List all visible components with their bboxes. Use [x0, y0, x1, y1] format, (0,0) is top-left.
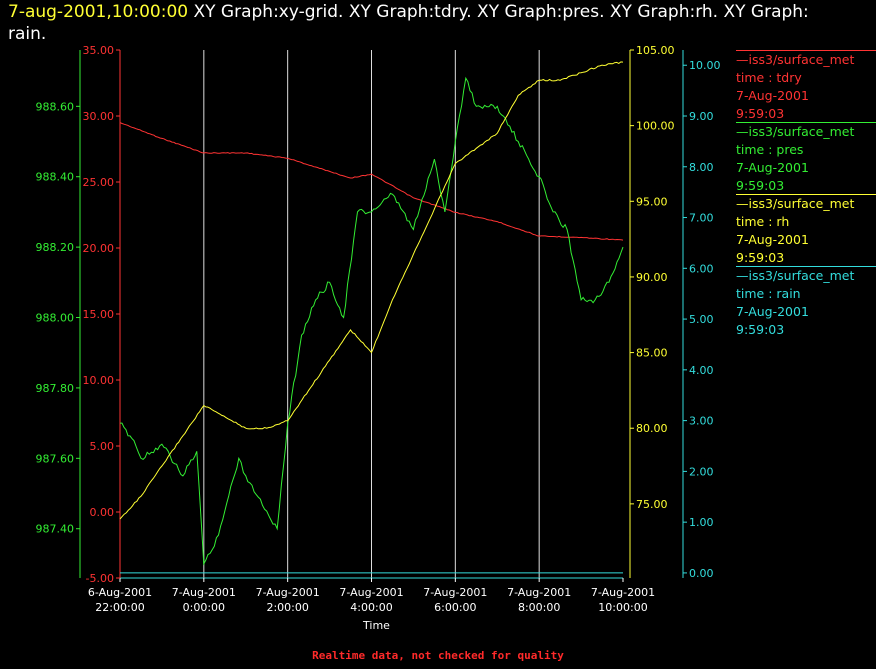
rh-tick-label: 80.00	[636, 422, 668, 435]
x-tick-date: 7-Aug-2001	[256, 586, 320, 599]
graph-title-text: XY Graph:xy-grid. XY Graph:tdry. XY Grap…	[188, 2, 809, 22]
x-tick-date: 7-Aug-2001	[507, 586, 571, 599]
quality-notice: Realtime data, not checked for quality	[312, 649, 564, 662]
x-tick-time: 10:00:00	[598, 601, 647, 614]
rain-tick-label: 8.00	[689, 161, 714, 174]
rain-tick-label: 4.00	[689, 364, 714, 377]
rain-tick-label: 2.00	[689, 465, 714, 478]
legend-line4: 9:59:03	[736, 178, 785, 193]
tdry-tick-label: 25.00	[83, 176, 115, 189]
legend-line3: 7-Aug-2001	[736, 160, 809, 175]
graph-title-line1: 7-aug-2001,10:00:00 XY Graph:xy-grid. XY…	[8, 2, 809, 22]
rain-tick-label: 9.00	[689, 110, 714, 123]
x-tick-time: 8:00:00	[518, 601, 560, 614]
tdry-tick-label: 20.00	[83, 242, 115, 255]
x-tick-time: 0:00:00	[183, 601, 225, 614]
rain-tick-label: 0.00	[689, 567, 714, 580]
x-tick-time: 4:00:00	[350, 601, 392, 614]
pres-tick-label: 988.40	[36, 171, 75, 184]
x-tick-time: 22:00:00	[95, 601, 144, 614]
x-axis-label: Time	[362, 619, 390, 632]
rain-tick-label: 7.00	[689, 212, 714, 225]
tdry-tick-label: 0.00	[90, 506, 115, 519]
rh-tick-label: 105.00	[636, 44, 675, 57]
x-tick-time: 2:00:00	[266, 601, 308, 614]
rh-tick-label: 75.00	[636, 498, 668, 511]
x-tick-date: 7-Aug-2001	[591, 586, 655, 599]
legend-line1: —iss3/surface_met	[736, 196, 855, 211]
rain-tick-label: 10.00	[689, 59, 721, 72]
x-tick-date: 7-Aug-2001	[339, 586, 403, 599]
legend-line2: time : rh	[736, 214, 790, 229]
legend-line1: —iss3/surface_met	[736, 52, 855, 67]
tdry-tick-label: 5.00	[90, 440, 115, 453]
series-tdry-line	[119, 122, 624, 241]
legend-line3: 7-Aug-2001	[736, 232, 809, 247]
graph-timestamp: 7-aug-2001,10:00:00	[8, 2, 189, 22]
legend-line1: —iss3/surface_met	[736, 268, 855, 283]
rh-tick-label: 90.00	[636, 271, 668, 284]
rh-tick-label: 95.00	[636, 195, 668, 208]
rain-tick-label: 5.00	[689, 313, 714, 326]
legend-line4: 9:59:03	[736, 322, 785, 337]
tdry-tick-label: 30.00	[83, 110, 115, 123]
x-tick-time: 6:00:00	[434, 601, 476, 614]
legend-line3: 7-Aug-2001	[736, 88, 809, 103]
tdry-tick-label: -5.00	[86, 572, 114, 585]
pres-tick-label: 988.60	[36, 100, 75, 113]
x-tick-date: 7-Aug-2001	[172, 586, 236, 599]
pres-tick-label: 987.40	[36, 523, 75, 536]
legend-line4: 9:59:03	[736, 250, 785, 265]
pres-tick-label: 987.80	[36, 382, 75, 395]
rain-tick-label: 3.00	[689, 415, 714, 428]
series-pres-line	[120, 76, 624, 566]
legend-separator	[736, 266, 876, 267]
legend-separator	[736, 122, 876, 123]
rh-tick-label: 85.00	[636, 347, 668, 360]
graph-title-line2: rain.	[8, 24, 47, 44]
legend-line4: 9:59:03	[736, 106, 785, 121]
tdry-tick-label: 10.00	[83, 374, 115, 387]
legend-separator	[736, 194, 876, 195]
series-rh-line	[119, 61, 624, 520]
rh-tick-label: 100.00	[636, 120, 675, 133]
pres-tick-label: 988.00	[36, 312, 75, 325]
pres-tick-label: 988.20	[36, 241, 75, 254]
legend-line1: —iss3/surface_met	[736, 124, 855, 139]
legend-line2: time : pres	[736, 142, 804, 157]
tdry-tick-label: 35.00	[83, 44, 115, 57]
rain-tick-label: 6.00	[689, 262, 714, 275]
x-tick-date: 6-Aug-2001	[88, 586, 152, 599]
pres-tick-label: 987.60	[36, 452, 75, 465]
legend-separator	[736, 50, 876, 51]
legend-line3: 7-Aug-2001	[736, 304, 809, 319]
tdry-tick-label: 15.00	[83, 308, 115, 321]
legend-line2: time : rain	[736, 286, 801, 301]
x-tick-date: 7-Aug-2001	[423, 586, 487, 599]
rain-tick-label: 1.00	[689, 516, 714, 529]
legend-line2: time : tdry	[736, 70, 802, 85]
